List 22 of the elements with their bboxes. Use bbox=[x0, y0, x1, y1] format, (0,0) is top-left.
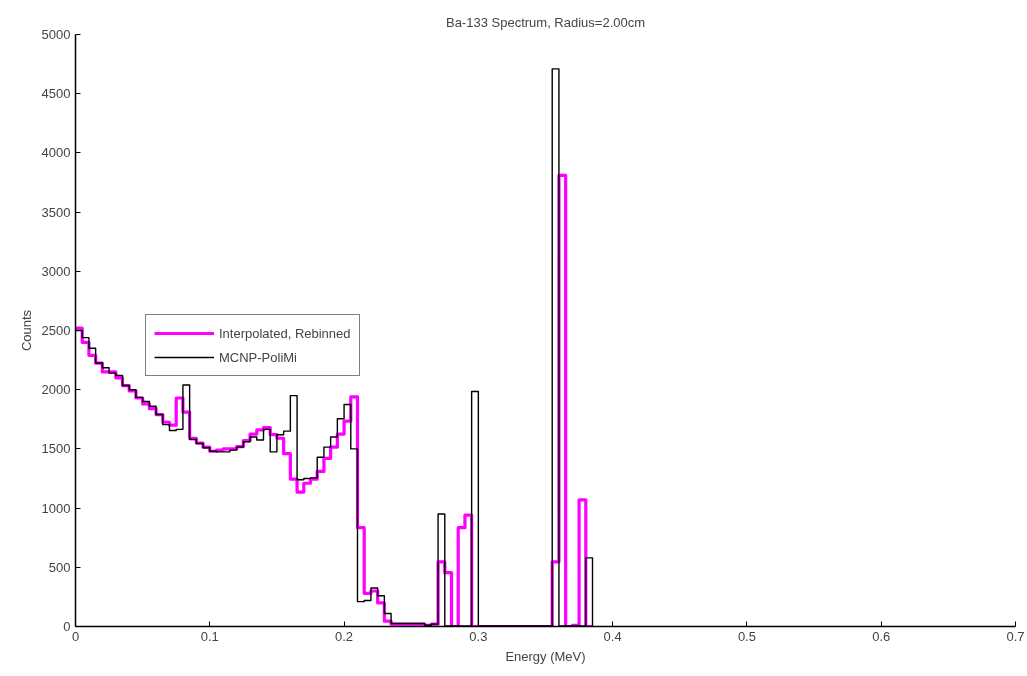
y-tick-label: 5000 bbox=[41, 27, 71, 42]
x-tick-label: 0.4 bbox=[603, 628, 622, 644]
x-tick-label: 0.6 bbox=[872, 628, 891, 644]
y-tick-label: 3500 bbox=[41, 204, 71, 220]
legend-label: MCNP-PoliMi bbox=[219, 349, 297, 365]
y-tick-label: 3000 bbox=[41, 263, 71, 279]
y-tick-label: 500 bbox=[48, 559, 71, 575]
x-tick-label: 0.7 bbox=[1006, 628, 1025, 644]
y-tick-label: 4000 bbox=[41, 145, 71, 161]
y-tick-label: 1500 bbox=[41, 441, 71, 457]
legend-label: Interpolated, Rebinned bbox=[219, 325, 351, 341]
y-tick-label: 1000 bbox=[41, 500, 71, 516]
y-tick-label: 2500 bbox=[41, 323, 71, 338]
x-tick-label: 0.3 bbox=[469, 628, 488, 644]
x-axis-title: Energy (MeV) bbox=[505, 648, 586, 664]
y-tick-label: 2000 bbox=[41, 382, 71, 398]
x-tick-label: 0.1 bbox=[200, 628, 219, 644]
y-tick-label: 4500 bbox=[41, 86, 71, 102]
x-tick-label: 0.5 bbox=[737, 628, 756, 644]
x-tick-label: 0.2 bbox=[335, 628, 354, 644]
y-axis-title: Counts bbox=[18, 309, 34, 352]
chart-title: Ba-133 Spectrum, Radius=2.00cm bbox=[445, 14, 646, 30]
